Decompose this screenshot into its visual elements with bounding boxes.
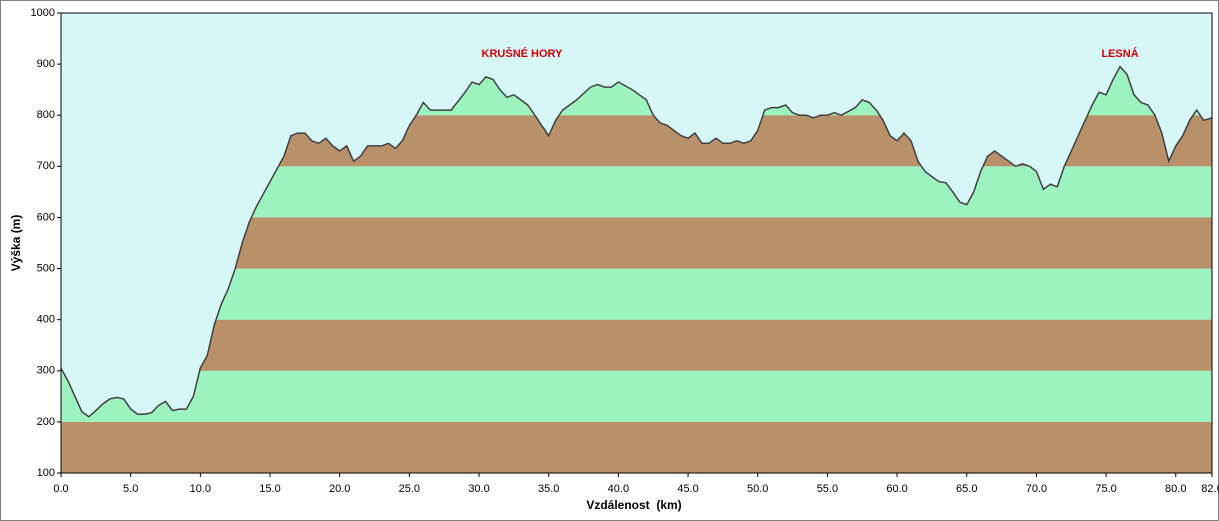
y-tick-label: 800 — [37, 109, 55, 121]
x-tick-label: 70.0 — [1026, 483, 1047, 495]
elevation-band — [61, 370, 1212, 422]
x-tick-label: 25.0 — [399, 483, 420, 495]
y-tick-label: 400 — [37, 314, 55, 326]
x-tick-label: 75.0 — [1095, 483, 1116, 495]
x-tick-label: 35.0 — [538, 483, 559, 495]
x-tick-label: 40.0 — [608, 483, 629, 495]
y-tick-label: 300 — [37, 365, 55, 377]
y-tick-label: 200 — [37, 416, 55, 428]
elevation-band — [61, 268, 1212, 320]
elevation-band — [61, 319, 1212, 371]
x-tick-label: 15.0 — [259, 483, 280, 495]
x-tick-label: 0.0 — [53, 483, 68, 495]
x-tick-label: 5.0 — [123, 483, 138, 495]
x-tick-label: 20.0 — [329, 483, 350, 495]
x-tick-label: 55.0 — [817, 483, 838, 495]
x-tick-label: 45.0 — [677, 483, 698, 495]
x-tick-label: 60.0 — [886, 483, 907, 495]
x-tick-label: 65.0 — [956, 483, 977, 495]
x-tick-label: 50.0 — [747, 483, 768, 495]
annotation: KRUŠNÉ HORY — [482, 47, 564, 60]
annotation: LESNÁ — [1101, 47, 1138, 60]
y-tick-label: 700 — [37, 160, 55, 172]
x-tick-label: 10.0 — [190, 483, 211, 495]
y-tick-label: 600 — [37, 211, 55, 223]
x-axis-title: Vzdálenost (km) — [586, 498, 681, 512]
elevation-band — [61, 217, 1212, 269]
profile-line — [60, 65, 1213, 418]
elevation-band — [61, 421, 1212, 473]
x-tick-label: 30.0 — [468, 483, 489, 495]
y-tick-label: 100 — [37, 467, 55, 479]
x-tick-label: 82.6 — [1201, 483, 1219, 495]
y-tick-label: 500 — [37, 262, 55, 274]
y-tick-label: 900 — [37, 58, 55, 70]
y-tick-label: 1000 — [31, 7, 55, 19]
plot-border — [60, 12, 1213, 474]
y-axis-title: Výška (m) — [9, 215, 23, 272]
x-tick-label: 80.0 — [1165, 483, 1186, 495]
